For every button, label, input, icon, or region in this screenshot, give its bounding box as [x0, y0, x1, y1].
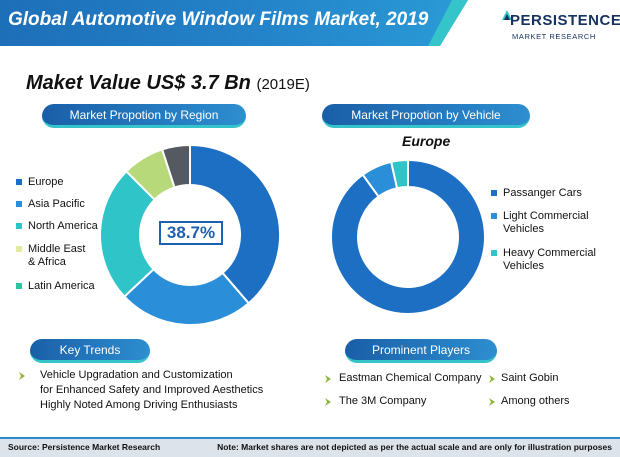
legend-swatch — [491, 250, 497, 256]
legend-label: Asia Pacific — [28, 198, 85, 210]
players-section-header: Prominent Players — [345, 339, 497, 363]
chevron-right-icon — [489, 375, 495, 383]
logo-tagline: MARKET RESEARCH — [512, 32, 596, 41]
trends-section-header: Key Trends — [30, 339, 150, 363]
market-value-label: Maket Value US$ 3.7 Bn — [26, 72, 251, 94]
market-value-year: (2019E) — [256, 76, 310, 93]
region-section-header: Market Propotion by Region — [42, 104, 246, 128]
legend-swatch — [491, 190, 497, 196]
logo: PERSISTENCE MARKET RESEARCH — [502, 10, 620, 52]
legend-swatch — [491, 213, 497, 219]
header-accent — [428, 0, 468, 46]
donut-slice-europe — [189, 143, 281, 305]
trend-line-2: for Enhanced Safety and Improved Aesthet… — [40, 384, 264, 396]
legend-swatch — [16, 201, 22, 207]
legend-label: Middle East — [28, 243, 86, 255]
footer-source: Source: Persistence Market Research — [8, 442, 161, 452]
chevron-right-icon — [489, 398, 495, 406]
donut-slice-heavy-commercial-vehicles — [390, 158, 409, 190]
footer-note: Note: Market shares are not depicted as … — [217, 442, 612, 452]
footer: Source: Persistence Market Research Note… — [0, 437, 620, 457]
donut-slice-passanger-cars — [330, 158, 486, 315]
legend-label: North America — [28, 220, 98, 232]
trend-line-3: Highly Noted Among Driving Enthusiasts — [40, 399, 238, 411]
region-donut-chart — [99, 143, 281, 326]
player-saint-gobin: Saint Gobin — [501, 372, 559, 384]
legend-swatch — [16, 283, 22, 289]
page-title: Global Automotive Window Films Market, 2… — [8, 9, 429, 30]
logo-mark-icon — [502, 10, 512, 20]
legend-item-europe: Europe — [16, 176, 64, 189]
chevron-right-icon — [325, 398, 331, 406]
legend-item-light-commercial: Light Commercial Vehicles — [491, 210, 589, 236]
legend-label: Light Commercial — [503, 210, 589, 222]
legend-item-passenger-cars: Passanger Cars — [491, 187, 582, 200]
logo-wordmark: PERSISTENCE — [510, 12, 620, 29]
player-others: Among others — [501, 395, 570, 407]
legend-label: Vehicles — [503, 260, 544, 272]
legend-item-middle-east-africa: Middle East & Africa — [16, 243, 86, 269]
vehicle-chart-subtitle: Europe — [402, 133, 451, 149]
chevron-right-icon — [19, 372, 25, 380]
market-value: Maket Value US$ 3.7 Bn (2019E) — [26, 72, 310, 95]
legend-label: Passanger Cars — [503, 187, 582, 199]
legend-item-north-america: North America — [16, 220, 98, 233]
vehicle-donut-chart — [330, 158, 486, 315]
legend-label: Vehicles — [503, 223, 544, 235]
vehicle-section-header: Market Propotion by Vehicle — [322, 104, 530, 128]
trend-line-1: Vehicle Upgradation and Customization — [40, 369, 233, 381]
legend-swatch — [16, 179, 22, 185]
legend-label: Latin America — [28, 280, 95, 292]
legend-label: & Africa — [28, 256, 66, 268]
legend-item-latin-america: Latin America — [16, 280, 95, 293]
legend-label: Europe — [28, 176, 64, 188]
legend-swatch — [16, 223, 22, 229]
legend-label: Heavy Commercial — [503, 247, 596, 259]
legend-item-asia-pacific: Asia Pacific — [16, 198, 85, 211]
donut-slice-latin-america — [160, 143, 191, 189]
legend-item-heavy-commercial: Heavy Commercial Vehicles — [491, 247, 596, 273]
player-eastman: Eastman Chemical Company — [339, 372, 482, 384]
legend-swatch — [16, 246, 22, 252]
donut-slice-asia-pacific — [122, 267, 251, 326]
region-center-value: 38.7% — [159, 221, 223, 245]
header-band: Global Automotive Window Films Market, 2… — [0, 0, 468, 46]
chevron-right-icon — [325, 375, 331, 383]
player-3m: The 3M Company — [339, 395, 427, 407]
